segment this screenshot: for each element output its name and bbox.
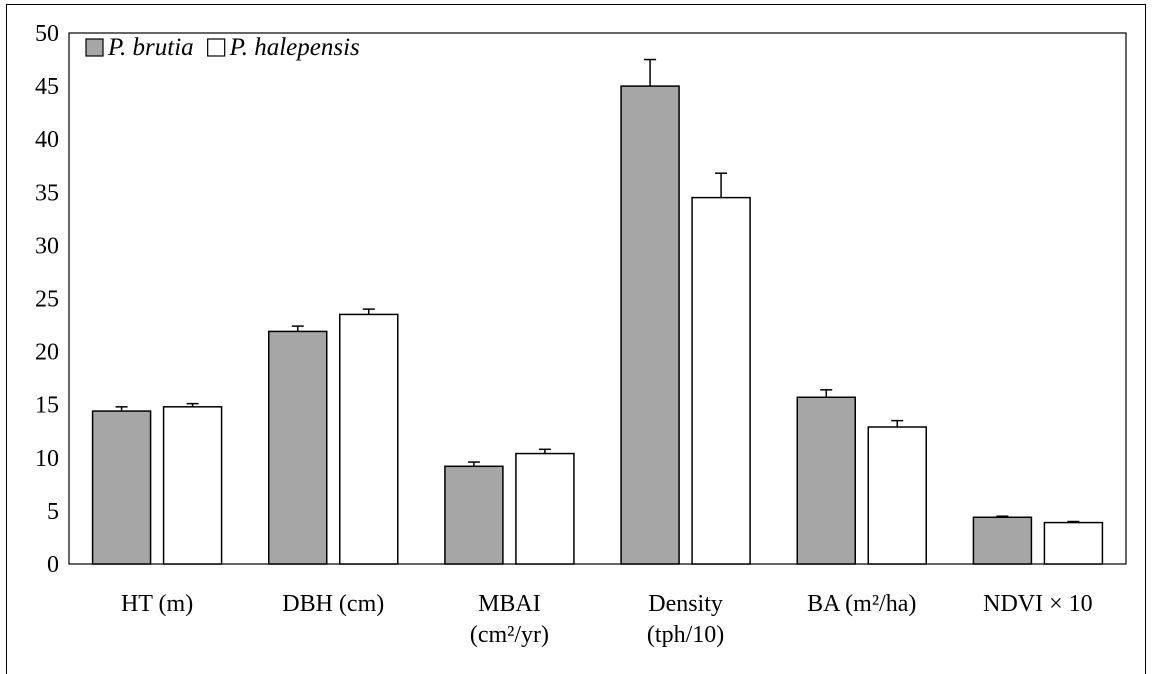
y-tick-label: 25 xyxy=(35,287,59,313)
bar-p-brutia xyxy=(620,85,680,565)
bar-p-brutia xyxy=(444,465,504,565)
bar-p-halepensis xyxy=(691,196,751,565)
bar-p-brutia xyxy=(268,330,328,565)
y-tick-label: 0 xyxy=(47,552,59,578)
y-tick-label: 35 xyxy=(35,180,59,206)
legend-label: P. brutia xyxy=(107,34,194,61)
bar-p-brutia xyxy=(796,396,856,565)
bar-p-halepensis xyxy=(867,426,927,565)
bar-p-halepensis xyxy=(339,313,399,565)
y-tick-label: 30 xyxy=(35,233,59,259)
x-category-label: (tph/10) xyxy=(647,622,724,648)
legend-swatch xyxy=(85,38,104,57)
y-tick-label: 20 xyxy=(35,340,59,366)
y-axis: 0 5 10 15 20 25 30 35 40 45 50 xyxy=(35,21,59,578)
bars-group xyxy=(91,85,1104,565)
bar-p-halepensis xyxy=(1043,521,1104,565)
bar-p-halepensis xyxy=(515,452,575,565)
x-category-label: MBAI xyxy=(478,591,541,617)
x-category-label: DBH (cm) xyxy=(282,591,384,617)
y-tick-label: 45 xyxy=(35,74,59,100)
plot-area xyxy=(68,32,1127,565)
x-category-label: BA (m²/ha) xyxy=(807,591,916,617)
x-category-label: HT (m) xyxy=(121,591,193,617)
legend-swatch xyxy=(207,38,226,57)
bar-p-halepensis xyxy=(162,406,223,565)
y-tick-label: 10 xyxy=(35,446,59,472)
y-tick-label: 40 xyxy=(35,127,59,153)
y-tick-label: 5 xyxy=(47,499,59,525)
error-bars-group xyxy=(115,58,1080,523)
x-category-label: Density xyxy=(648,591,723,617)
bar-p-brutia xyxy=(972,516,1033,565)
legend: P. brutia P. halepensis xyxy=(85,34,360,61)
x-category-label: (cm²/yr) xyxy=(470,622,549,648)
y-tick-label: 15 xyxy=(35,393,59,419)
x-category-label: NDVI × 10 xyxy=(983,591,1093,617)
bar-p-brutia xyxy=(91,410,152,565)
legend-label: P. halepensis xyxy=(229,34,360,61)
chart-frame xyxy=(6,4,1146,674)
x-axis-labels: HT (m) DBH (cm) MBAI (cm²/yr) Density (tph/10… xyxy=(121,591,1093,648)
y-tick-label: 50 xyxy=(35,21,59,47)
